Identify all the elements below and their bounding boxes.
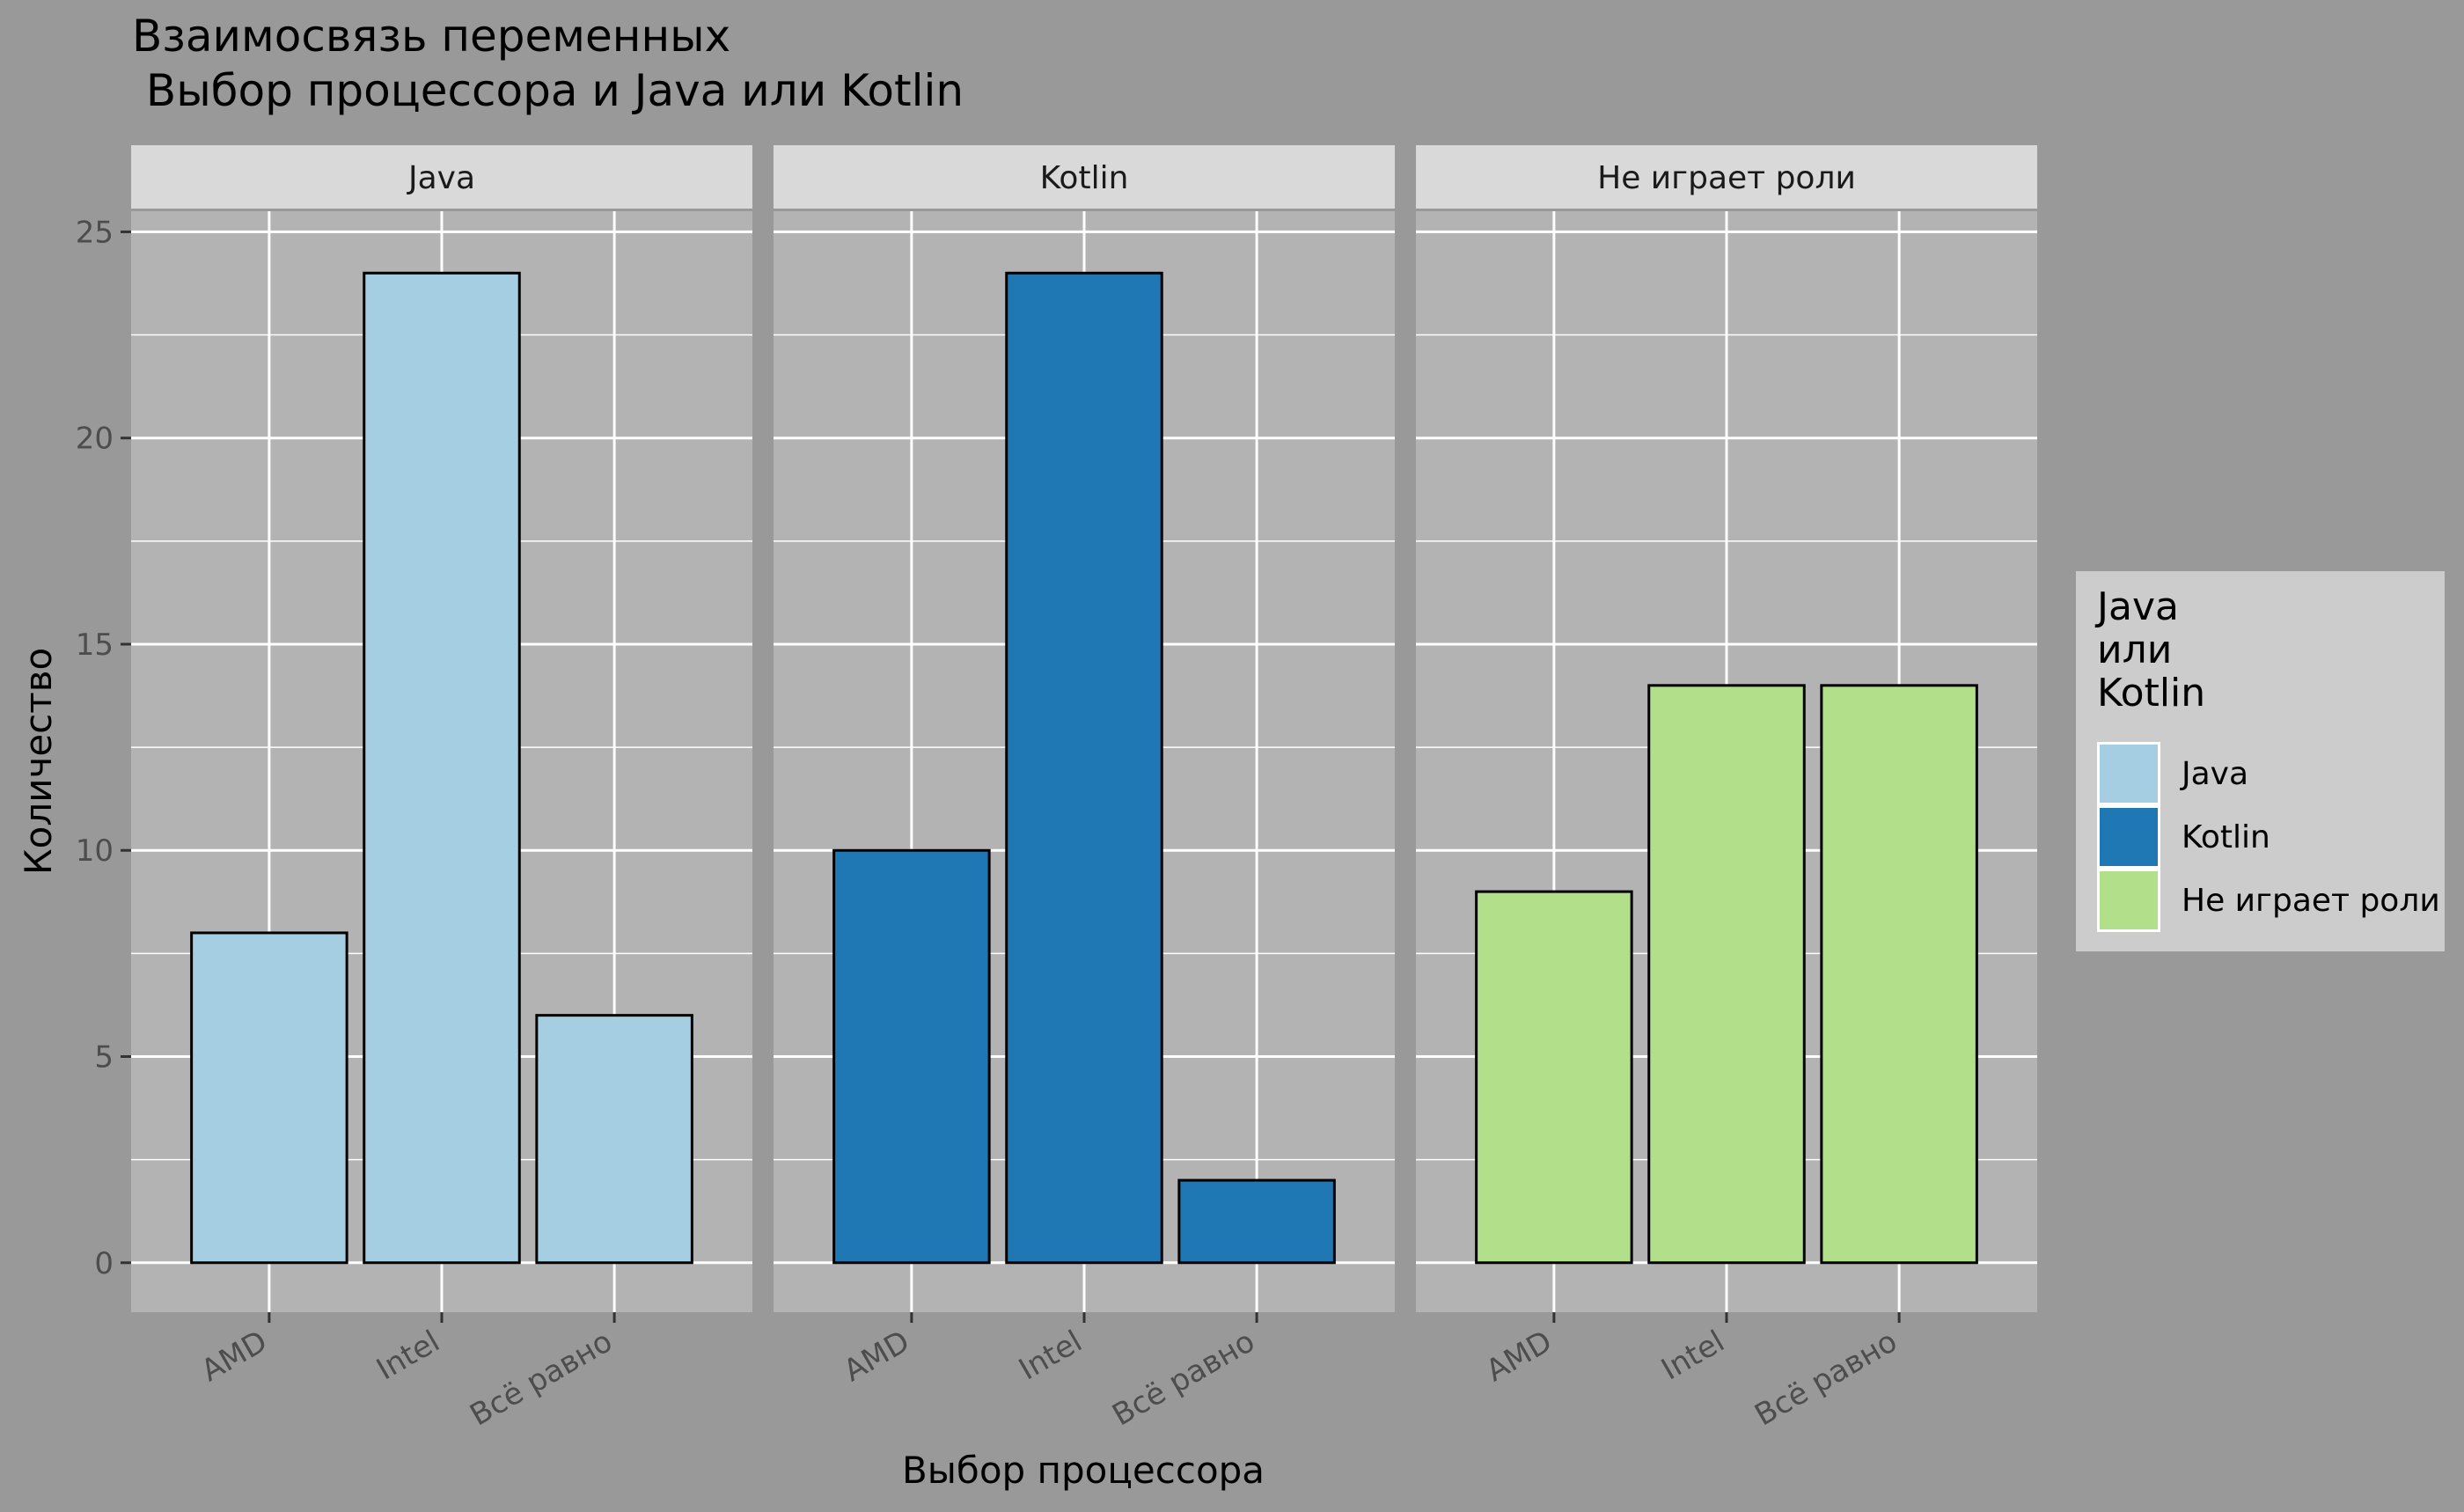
legend-item-label: Java (2180, 756, 2248, 792)
bar (832, 848, 991, 1265)
bar (535, 1014, 693, 1265)
y-axis-label: Количество (17, 648, 60, 875)
x-axis-label: Выбор процессора (902, 1449, 1265, 1492)
bar (1005, 271, 1163, 1265)
facet-strip-label: Java (407, 160, 475, 196)
chart-title-line-1: Взаимосвязь переменных (132, 11, 730, 62)
facet-strip (131, 145, 752, 209)
legend-key (2100, 871, 2158, 929)
legend-title: или (2097, 628, 2172, 672)
bar (363, 271, 521, 1265)
legend-item-label: Не играет роли (2182, 883, 2440, 919)
y-tick-label: 15 (76, 628, 114, 663)
bar (1177, 1178, 1336, 1265)
legend-key (2100, 745, 2158, 803)
facet-strip-label: Kotlin (1040, 160, 1129, 196)
legend-item-label: Kotlin (2182, 819, 2270, 855)
bar (190, 931, 348, 1265)
bar (1820, 684, 1978, 1265)
legend-title: Kotlin (2097, 671, 2205, 716)
bar (1475, 890, 1633, 1265)
facet-strip (774, 145, 1395, 209)
facet-strip (1416, 145, 2037, 209)
y-tick-label: 0 (94, 1246, 114, 1281)
y-tick-label: 25 (76, 215, 114, 250)
y-tick-label: 5 (94, 1040, 114, 1075)
y-tick-label: 20 (76, 422, 114, 457)
y-tick-label: 10 (76, 833, 114, 869)
y-axis: 0 5 10 15 20 25 (76, 215, 131, 1281)
legend-title: Java (2094, 584, 2179, 629)
facet-strip-label: Не играет роли (1597, 160, 1856, 196)
legend-key (2100, 808, 2158, 866)
chart-title-line-2: Выбор процессора и Java или Kotlin (132, 65, 964, 116)
bar (1647, 684, 1806, 1265)
